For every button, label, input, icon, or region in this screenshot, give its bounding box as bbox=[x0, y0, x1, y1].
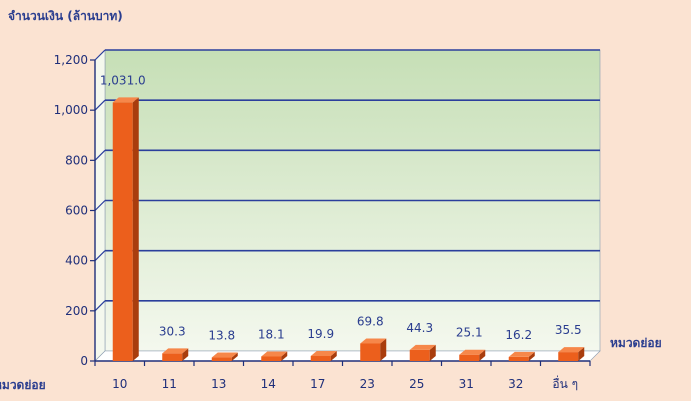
bar-top-1 bbox=[162, 348, 189, 354]
gridline-side-1 bbox=[94, 300, 106, 312]
bar-6 bbox=[409, 344, 436, 361]
y-tick-label-0: 0 bbox=[80, 354, 88, 368]
x-axis-title: หมวดย่อย bbox=[610, 336, 662, 350]
bar-2 bbox=[211, 352, 238, 361]
bar-front-8 bbox=[508, 356, 529, 361]
bar-front-3 bbox=[261, 356, 282, 361]
x-tick-label-5: 23 bbox=[360, 377, 375, 391]
data-label-4: 19.9 bbox=[307, 327, 334, 341]
bar-top-4 bbox=[310, 351, 337, 357]
y-tick-label-4: 800 bbox=[65, 153, 88, 167]
bar-top-9 bbox=[558, 347, 585, 353]
bar-front-6 bbox=[409, 349, 430, 361]
bar-side-1 bbox=[182, 348, 189, 361]
bar-side-5 bbox=[380, 338, 387, 361]
bar-side-4 bbox=[330, 351, 337, 361]
gridlines bbox=[94, 49, 600, 312]
x-tick-label-6: 25 bbox=[409, 377, 424, 391]
bar-front-2 bbox=[211, 357, 232, 361]
x-axis-title-left: หมวดย่อย bbox=[0, 378, 46, 392]
bar-front-7 bbox=[459, 354, 480, 361]
gridline-side-4 bbox=[94, 149, 106, 161]
gridline-side-6 bbox=[94, 49, 106, 61]
data-label-0: 1,031.0 bbox=[100, 73, 146, 87]
x-tick-label-8: 32 bbox=[508, 377, 523, 391]
bar-front-5 bbox=[360, 343, 381, 361]
bar-top-2 bbox=[211, 352, 238, 358]
gridline-side-2 bbox=[94, 250, 106, 262]
bar-9 bbox=[558, 347, 585, 361]
gridline-side-3 bbox=[94, 200, 106, 211]
labels: 0 200 400 600 800 1,000 1,200 1,031.0 10 30.3 11 13… bbox=[54, 53, 582, 391]
bar-side-2 bbox=[231, 352, 238, 361]
bar-5 bbox=[360, 338, 387, 361]
y-tick-label-3: 600 bbox=[65, 204, 88, 218]
bar-top-3 bbox=[261, 351, 288, 357]
bar-side-9 bbox=[578, 347, 585, 361]
bar-top-0 bbox=[112, 97, 139, 103]
data-label-2: 13.8 bbox=[208, 329, 235, 343]
x-tick-label-7: 31 bbox=[459, 377, 474, 391]
data-label-6: 44.3 bbox=[406, 321, 433, 335]
data-label-3: 18.1 bbox=[258, 327, 285, 341]
x-tick-label-0: 10 bbox=[112, 377, 127, 391]
bar-4 bbox=[310, 351, 337, 361]
x-tick-label-3: 14 bbox=[261, 377, 276, 391]
bar-front-4 bbox=[310, 356, 331, 361]
y-tick-label-1: 200 bbox=[65, 304, 88, 318]
bar-front-9 bbox=[558, 352, 579, 361]
data-label-8: 16.2 bbox=[505, 328, 532, 342]
bar-top-5 bbox=[360, 338, 387, 344]
bar-top-8 bbox=[508, 351, 535, 357]
bar-side-0 bbox=[132, 97, 139, 361]
bar-side-8 bbox=[528, 351, 535, 361]
data-label-5: 69.8 bbox=[357, 314, 384, 328]
data-label-7: 25.1 bbox=[456, 326, 483, 340]
bar-side-3 bbox=[281, 351, 288, 361]
bar-front-1 bbox=[162, 353, 183, 361]
bar-0 bbox=[112, 97, 139, 361]
bars bbox=[112, 97, 585, 361]
gridline-side-5 bbox=[94, 99, 106, 111]
y-tick-label-2: 400 bbox=[65, 254, 88, 268]
x-tick-label-2: 13 bbox=[211, 377, 226, 391]
x-tick-label-4: 17 bbox=[310, 377, 325, 391]
plot-wall bbox=[94, 49, 601, 362]
bar-front-0 bbox=[112, 102, 133, 361]
bar-side-7 bbox=[479, 349, 486, 361]
y-axis-title: จำนวนเงิน (ล้านบาท) bbox=[8, 9, 123, 23]
bar-top-6 bbox=[409, 344, 436, 350]
bar-side-6 bbox=[429, 344, 436, 361]
bar-7 bbox=[459, 349, 486, 361]
y-tick-label-5: 1,000 bbox=[54, 103, 88, 117]
data-label-9: 35.5 bbox=[555, 323, 582, 337]
bar-1 bbox=[162, 348, 189, 361]
bar-top-7 bbox=[459, 349, 486, 355]
data-label-1: 30.3 bbox=[159, 324, 186, 338]
y-tick-label-6: 1,200 bbox=[54, 53, 88, 67]
x-tick-label-1: 11 bbox=[162, 377, 177, 391]
bar-8 bbox=[508, 351, 535, 361]
bar-3 bbox=[261, 351, 288, 361]
x-tick-label-9: อื่น ๆ bbox=[552, 375, 578, 391]
